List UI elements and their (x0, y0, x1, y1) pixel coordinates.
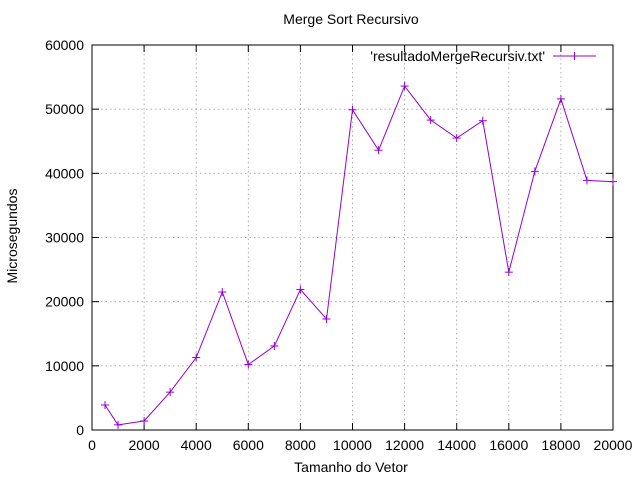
data-point (609, 177, 617, 186)
data-point (166, 388, 175, 397)
data-point (374, 146, 383, 155)
x-tick-label: 0 (88, 437, 96, 453)
data-point (426, 116, 435, 125)
x-tick-label: 10000 (333, 437, 372, 453)
x-axis-label: Tamanho do Vetor (294, 459, 408, 475)
y-tick-label: 20000 (45, 294, 84, 310)
plot-border (91, 44, 614, 431)
data-point (296, 285, 305, 294)
x-tick-label: 20000 (594, 437, 633, 453)
x-tick-label: 2000 (129, 437, 160, 453)
x-tick-label: 8000 (285, 437, 316, 453)
data-point (556, 94, 565, 103)
y-tick-label: 10000 (45, 358, 84, 374)
legend: 'resultadoMergeRecursiv.txt' (370, 48, 596, 64)
y-tick-label: 60000 (45, 37, 84, 53)
legend-label: 'resultadoMergeRecursiv.txt' (370, 48, 545, 64)
axes: 0 2000 4000 6000 8000 10000 12000 14000 16000 180… (45, 37, 633, 453)
data-point (114, 420, 123, 429)
data-point (400, 82, 409, 91)
chart-title: Merge Sort Recursivo (283, 11, 419, 27)
series-line (104, 85, 614, 426)
y-tick-label: 30000 (45, 230, 84, 246)
data-point (192, 353, 201, 362)
data-point (452, 134, 461, 143)
x-tick-label: 4000 (181, 437, 212, 453)
data-point (504, 268, 513, 277)
x-tick-label: 18000 (541, 437, 580, 453)
data-point (348, 105, 357, 114)
y-tick-label: 40000 (45, 165, 84, 181)
data-point (218, 288, 227, 297)
y-tick-label: 50000 (45, 101, 84, 117)
x-tick-label: 6000 (233, 437, 264, 453)
y-tick-label: 0 (76, 422, 84, 438)
data-point (530, 167, 539, 176)
x-tick-label: 16000 (489, 437, 528, 453)
data-point (101, 400, 110, 409)
data-point (244, 360, 253, 369)
data-point (582, 176, 591, 185)
data-point (478, 116, 487, 125)
x-tick-label: 14000 (437, 437, 476, 453)
data-point (270, 341, 279, 350)
grid-lines (92, 45, 613, 430)
x-tick-label: 12000 (385, 437, 424, 453)
y-axis-label: Microsegundos (4, 189, 20, 284)
data-point (140, 417, 149, 426)
series-layer (101, 82, 617, 429)
data-point (322, 314, 331, 323)
